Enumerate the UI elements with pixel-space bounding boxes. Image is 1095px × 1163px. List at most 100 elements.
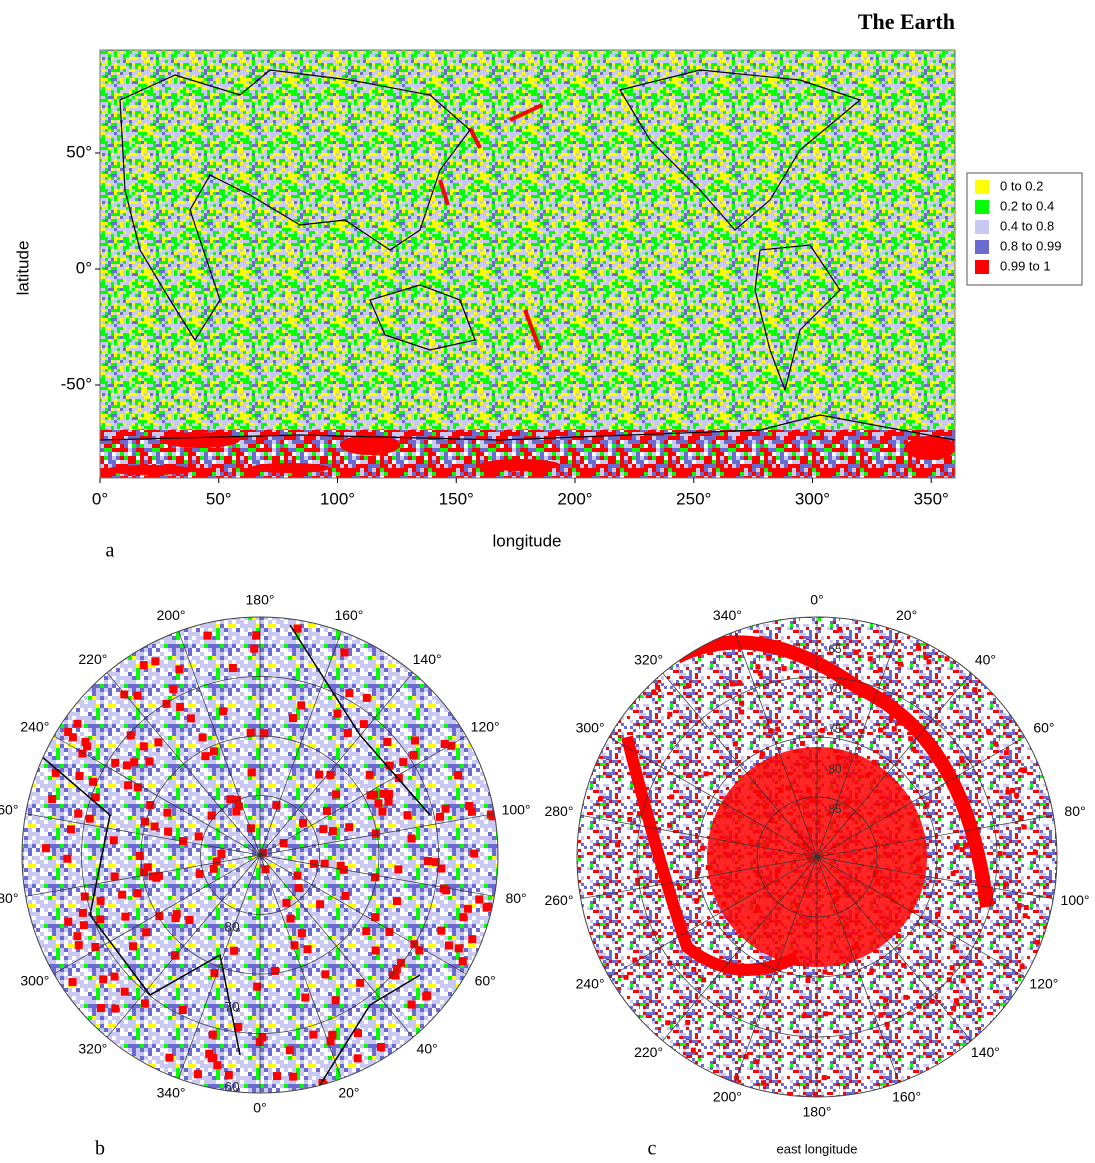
figure-title: The Earth <box>858 9 955 34</box>
red-square <box>250 645 258 653</box>
red-dot <box>775 644 780 649</box>
red-square <box>129 942 137 950</box>
red-dot <box>950 965 955 970</box>
red-square <box>134 692 142 700</box>
red-square <box>321 970 329 978</box>
red-dot <box>739 710 744 715</box>
lon-label: 140° <box>971 1044 1000 1060</box>
red-square <box>408 1000 416 1008</box>
red-dot <box>627 817 632 822</box>
legend-label: 0.4 to 0.8 <box>1000 218 1054 233</box>
red-square <box>171 951 179 959</box>
red-square <box>75 941 83 949</box>
red-dot <box>775 869 780 874</box>
red-square <box>383 738 391 746</box>
x-axis-label: longitude <box>492 531 561 550</box>
panel-label: c <box>648 1138 657 1160</box>
red-square <box>454 771 462 779</box>
red-square <box>354 1029 362 1037</box>
lon-label: 140° <box>413 651 442 667</box>
lon-label: 180° <box>246 592 275 608</box>
red-square <box>298 929 306 937</box>
red-square <box>73 932 81 940</box>
lon-label: 220° <box>78 651 107 667</box>
red-square <box>468 935 476 943</box>
red-square <box>208 812 216 820</box>
lon-label: 200° <box>157 607 186 623</box>
red-square <box>248 768 256 776</box>
red-square <box>442 805 450 813</box>
red-dot <box>706 865 711 870</box>
red-square <box>80 921 88 929</box>
red-square <box>130 758 138 766</box>
lat-label: 60 <box>224 1079 240 1095</box>
red-square <box>329 827 337 835</box>
red-square <box>484 903 492 911</box>
red-square <box>289 714 297 722</box>
red-dot <box>1033 850 1038 855</box>
red-square <box>229 664 237 672</box>
x-tick-label: 300° <box>795 489 830 508</box>
red-dot <box>979 894 984 899</box>
lon-label: 240° <box>20 719 49 735</box>
red-square <box>81 893 89 901</box>
red-square <box>423 991 431 999</box>
lon-label: 60° <box>1033 720 1054 736</box>
red-region <box>340 435 400 455</box>
red-dot <box>1017 903 1022 908</box>
red-square <box>118 891 126 899</box>
red-square <box>111 759 119 767</box>
red-square <box>141 999 149 1007</box>
lon-label: 120° <box>1029 976 1058 992</box>
red-dot <box>655 852 660 857</box>
red-square <box>411 736 419 744</box>
x-tick-label: 150° <box>439 489 474 508</box>
red-dot <box>926 659 931 664</box>
red-dot <box>889 716 894 721</box>
red-dot <box>878 728 883 733</box>
red-square <box>282 899 290 907</box>
red-square <box>203 632 211 640</box>
red-square <box>210 865 218 873</box>
red-region <box>905 436 955 460</box>
red-dot <box>653 857 658 862</box>
red-dot <box>875 879 880 884</box>
red-dot <box>815 820 820 825</box>
red-dot <box>912 823 917 828</box>
red-square <box>187 714 195 722</box>
red-square <box>328 1031 336 1039</box>
red-dot <box>755 664 760 669</box>
red-dot <box>830 668 835 673</box>
red-dot <box>944 656 949 661</box>
red-square <box>163 809 171 817</box>
red-dot <box>669 794 674 799</box>
red-dot <box>961 978 966 983</box>
red-square <box>201 752 209 760</box>
red-dot <box>986 729 991 734</box>
red-dot <box>951 871 956 876</box>
lon-label: 240° <box>576 976 605 992</box>
red-square <box>111 872 119 880</box>
lon-label: 100° <box>1061 892 1090 908</box>
red-dot <box>730 681 735 686</box>
red-square <box>175 665 183 673</box>
lon-label: 300° <box>576 720 605 736</box>
x-tick-label: 350° <box>914 489 949 508</box>
lon-label: 160° <box>334 607 363 623</box>
lat-label: 70 <box>224 999 240 1015</box>
red-square <box>437 927 445 935</box>
red-dot <box>691 967 696 972</box>
red-square <box>459 913 467 921</box>
lon-label: 80° <box>505 890 526 906</box>
x-axis-label: east longitude <box>777 1141 858 1156</box>
red-dot <box>806 788 811 793</box>
lon-label: 40° <box>975 652 996 668</box>
red-dot <box>822 969 827 974</box>
red-square <box>97 897 105 905</box>
red-square <box>385 798 393 806</box>
red-dot <box>1024 905 1029 910</box>
red-square <box>179 1006 187 1014</box>
red-dot <box>908 736 913 741</box>
red-square <box>146 757 154 765</box>
red-square <box>356 979 364 987</box>
